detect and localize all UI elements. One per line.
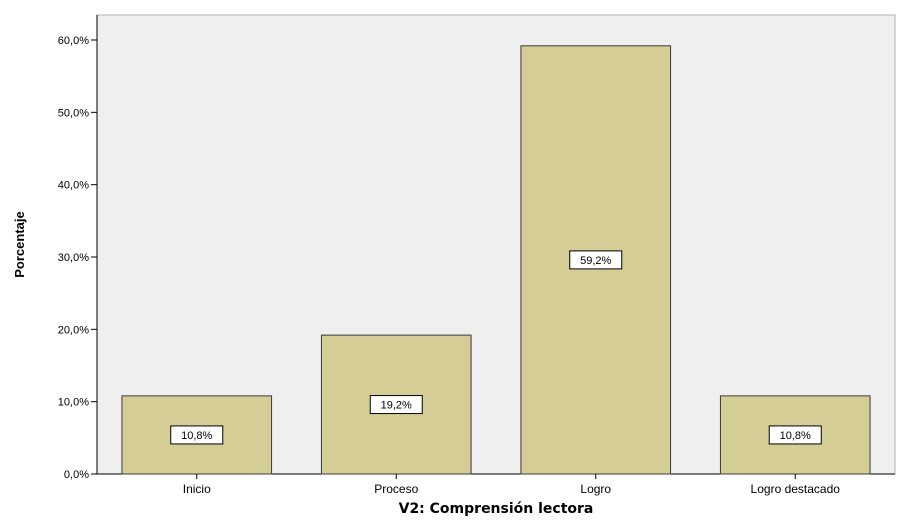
data-label: 19,2%: [381, 400, 412, 412]
data-label-box: [569, 250, 623, 270]
data-label: 10,8%: [780, 430, 811, 442]
data-label: 10,8%: [181, 430, 212, 442]
data-label-box: [170, 425, 224, 445]
bars: 10,8% 19,2% 59,2% 10,8%: [121, 45, 871, 475]
x-axis-category-labels: Inicio Proceso Logro Logro destacado: [183, 474, 841, 496]
y-tick-label: 50,0%: [58, 107, 89, 119]
x-category-label: Inicio: [183, 482, 211, 496]
x-category-label: Logro destacado: [751, 482, 841, 496]
y-tick-label: 20,0%: [58, 324, 89, 336]
y-tick-label: 60,0%: [58, 35, 89, 47]
data-label-box: [369, 395, 423, 415]
data-label: 59,2%: [580, 255, 611, 267]
y-tick-label: 40,0%: [58, 180, 89, 192]
x-category-label: Logro: [580, 482, 611, 496]
y-tick-label: 0,0%: [64, 469, 89, 481]
data-label-box: [768, 425, 822, 445]
y-axis-ticks: 0,0% 10,0% 20,0% 30,0% 40,0% 50,0% 60,0%: [58, 35, 97, 481]
x-category-label: Proceso: [374, 482, 418, 496]
x-axis-title: V2: Comprensión lectora: [399, 501, 594, 517]
y-tick-label: 10,0%: [58, 397, 89, 409]
y-axis-title: Porcentaje: [12, 211, 27, 277]
y-tick-label: 30,0%: [58, 252, 89, 264]
